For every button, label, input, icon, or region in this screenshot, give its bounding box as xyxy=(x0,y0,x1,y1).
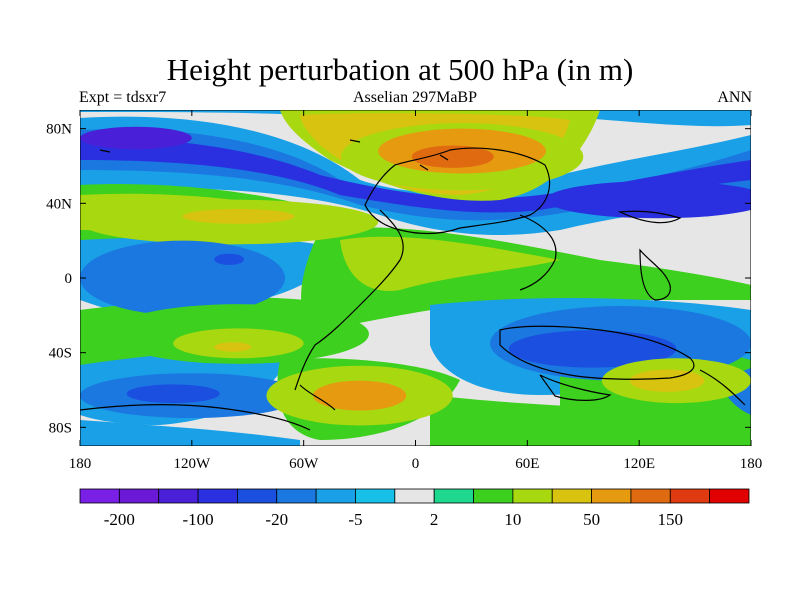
field-core-5 xyxy=(80,126,192,150)
y-tick-label: 40N xyxy=(46,196,72,212)
colorbar-box xyxy=(237,488,278,504)
colorbar-box xyxy=(473,488,514,504)
x-tick-label: 60W xyxy=(289,456,319,472)
colorbar-box xyxy=(276,488,317,504)
period-label: Asselian 297MaBP xyxy=(353,89,477,106)
colorbar-box xyxy=(355,488,396,504)
field-core-17 xyxy=(312,380,407,411)
colorbar-box xyxy=(630,488,671,504)
colorbar-label: -20 xyxy=(265,510,288,529)
colorbar-box xyxy=(197,488,238,504)
colorbar-box xyxy=(394,488,435,504)
field-anomaly-cores xyxy=(80,123,751,426)
y-tick-label: 0 xyxy=(65,271,73,287)
x-tick-label: 120W xyxy=(173,456,211,472)
y-tick-label: 80N xyxy=(46,122,72,138)
colorbar-box xyxy=(433,488,474,504)
colorbar-label: 10 xyxy=(504,510,521,529)
x-tick-label: 180 xyxy=(740,456,763,472)
colorbar-box xyxy=(669,488,711,504)
colorbar-label: -200 xyxy=(104,510,135,529)
colorbar: -200 -100 -20 -5 2 10 50 150 xyxy=(79,488,750,529)
field-core-8 xyxy=(214,253,245,265)
field-core-1 xyxy=(182,208,295,224)
colorbar-box xyxy=(79,488,120,504)
field-core-15 xyxy=(126,384,220,404)
field-core-7 xyxy=(80,240,286,316)
map-title: Height perturbation at 500 hPa (in m) xyxy=(166,52,634,87)
colorbar-box xyxy=(118,488,160,504)
colorbar-label: 150 xyxy=(658,510,684,529)
colorbar-box xyxy=(551,488,592,504)
colorbar-label: 2 xyxy=(430,510,439,529)
x-tick-label: 180 xyxy=(69,456,92,472)
colorbar-box xyxy=(512,488,553,504)
colorbar-box xyxy=(315,488,356,504)
field-core-10 xyxy=(508,330,677,368)
y-tick-label: 40S xyxy=(49,346,72,362)
x-tick-label: 120E xyxy=(623,456,655,472)
field-core-6 xyxy=(546,180,751,219)
colorbar-box xyxy=(591,488,632,504)
y-tick-label: 80S xyxy=(49,420,72,436)
map-axes: 180 120W 60W 0 60E 120E 180 80N 40N 0 40S 80S xyxy=(46,110,762,472)
colorbar-label: -100 xyxy=(182,510,213,529)
field-core-4 xyxy=(411,145,494,168)
colorbar-box xyxy=(158,488,199,504)
colorbar-box xyxy=(709,488,750,504)
colorbar-label: 50 xyxy=(583,510,600,529)
x-tick-label: 60E xyxy=(515,456,539,472)
field-core-13 xyxy=(214,342,252,352)
season-label: ANN xyxy=(717,89,752,106)
x-tick-label: 0 xyxy=(412,456,420,472)
field-core-19 xyxy=(629,369,705,392)
colorbar-label: -5 xyxy=(348,510,362,529)
height-field-map xyxy=(80,110,751,446)
experiment-label: Expt = tdsxr7 xyxy=(79,89,167,106)
coastlines xyxy=(80,139,746,431)
